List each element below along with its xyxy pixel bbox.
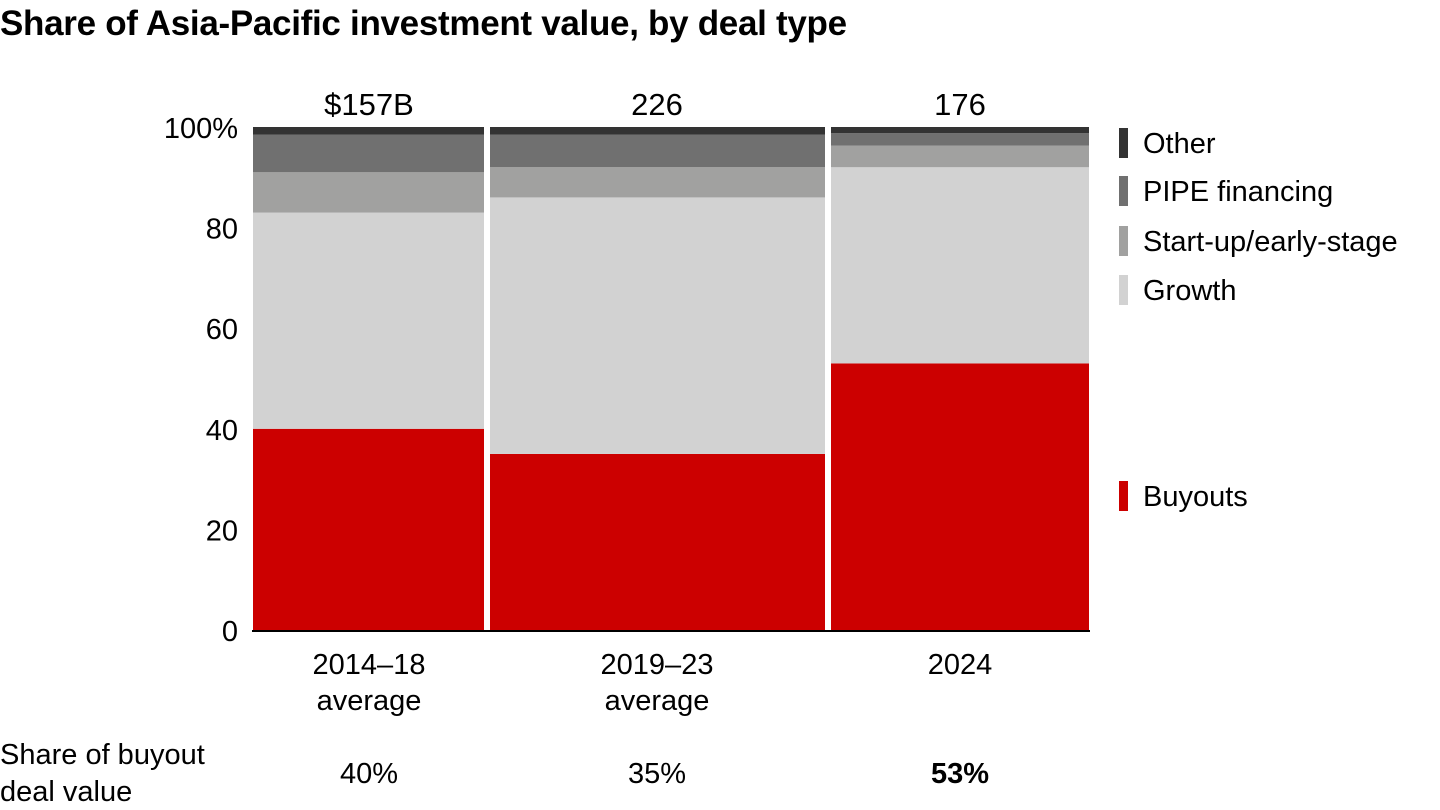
bar-segment-buyouts	[253, 428, 484, 630]
bar-segment-start-up-early-stage	[490, 167, 825, 198]
bar-segment-other	[490, 127, 825, 135]
footer-label: deal value	[0, 776, 132, 808]
bar-total-label: $157B	[324, 87, 414, 122]
x-category-label: average	[605, 685, 710, 717]
y-tick-label: 60	[206, 314, 238, 346]
y-tick-label: 100%	[164, 113, 238, 145]
buyout-share-value: 35%	[628, 758, 686, 790]
legend-label: PIPE financing	[1143, 176, 1333, 208]
legend-swatch	[1119, 481, 1128, 511]
bar-segment-growth	[831, 167, 1089, 364]
y-tick-label: 0	[222, 616, 238, 648]
bar-segment-pipe-financing	[253, 134, 484, 173]
bar-segment-growth	[490, 197, 825, 454]
x-category-label: 2014–18	[313, 649, 426, 681]
y-tick-label: 20	[206, 515, 238, 547]
legend-label: Other	[1143, 128, 1216, 160]
bar-segment-other	[831, 127, 1089, 134]
bar-segment-growth	[253, 212, 484, 429]
legend-label: Start-up/early-stage	[1143, 226, 1398, 258]
x-category-label: 2024	[928, 649, 993, 681]
x-category-label: 2019–23	[601, 649, 714, 681]
bar-segment-buyouts	[490, 453, 825, 630]
x-category-label: average	[317, 685, 422, 717]
legend-swatch	[1119, 128, 1128, 158]
footer-label: Share of buyout	[0, 739, 205, 771]
chart-title: Share of Asia-Pacific investment value, …	[0, 4, 847, 43]
buyout-share-value: 40%	[340, 758, 398, 790]
bar-segment-pipe-financing	[831, 133, 1089, 146]
legend-swatch	[1119, 226, 1128, 256]
legend-label: Buyouts	[1143, 481, 1248, 513]
y-tick-label: 80	[206, 214, 238, 246]
bar-total-label: 176	[934, 87, 986, 122]
bar-segment-start-up-early-stage	[253, 172, 484, 213]
bar-total-label: 226	[631, 87, 683, 122]
bar-segment-buyouts	[831, 363, 1089, 630]
legend-label: Growth	[1143, 275, 1236, 307]
bar-segment-other	[253, 127, 484, 135]
y-tick-label: 40	[206, 415, 238, 447]
bar-segment-pipe-financing	[490, 134, 825, 168]
buyout-share-value: 53%	[931, 758, 989, 790]
legend-swatch	[1119, 275, 1128, 305]
legend-swatch	[1119, 176, 1128, 206]
bar-segment-start-up-early-stage	[831, 145, 1089, 168]
